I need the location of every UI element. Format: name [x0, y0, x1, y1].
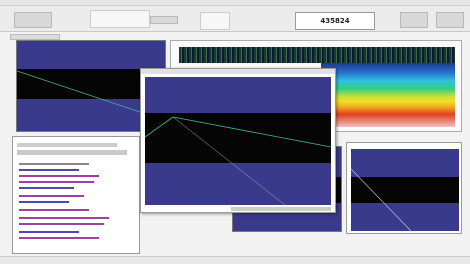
tree-item[interactable]	[19, 237, 99, 239]
tree-item[interactable]	[19, 201, 69, 203]
counter-display: 435824	[295, 12, 375, 30]
tree-item[interactable]	[19, 231, 79, 233]
trace	[351, 169, 411, 231]
toolbar-button[interactable]	[150, 16, 178, 24]
spectrum-noise	[179, 47, 455, 63]
tree-item[interactable]	[19, 169, 79, 171]
trace	[173, 117, 331, 147]
app-window: 435824	[0, 0, 470, 264]
toolbar-button[interactable]	[14, 12, 52, 28]
plot-lines	[145, 77, 331, 205]
tree-toolbar	[17, 150, 127, 155]
tree-item[interactable]	[19, 175, 99, 177]
field-group[interactable]	[200, 12, 230, 30]
status-bar	[231, 207, 331, 211]
tree-item[interactable]	[19, 223, 104, 225]
tree-item[interactable]	[19, 209, 89, 211]
status-bar	[0, 256, 470, 264]
toolbar-button[interactable]	[400, 12, 428, 28]
toolbar: 435824	[0, 6, 470, 32]
tree-item[interactable]	[19, 217, 109, 219]
toolbar-button[interactable]	[436, 12, 464, 28]
option-row[interactable]	[17, 143, 117, 147]
plot-panel	[351, 149, 459, 231]
plot-window	[346, 142, 462, 234]
tree-panel	[12, 136, 140, 254]
trace	[145, 117, 173, 137]
tree-item[interactable]	[19, 163, 89, 165]
option-group[interactable]	[90, 10, 150, 28]
trace	[173, 117, 285, 205]
tree-item[interactable]	[19, 181, 94, 183]
plot-panel	[145, 77, 331, 205]
tree-item[interactable]	[19, 195, 84, 197]
window-title-bar	[141, 69, 335, 74]
tree-item[interactable]	[19, 187, 74, 189]
plot-lines	[351, 149, 459, 231]
floating-window	[140, 68, 336, 213]
spectrum-bands	[321, 63, 455, 127]
